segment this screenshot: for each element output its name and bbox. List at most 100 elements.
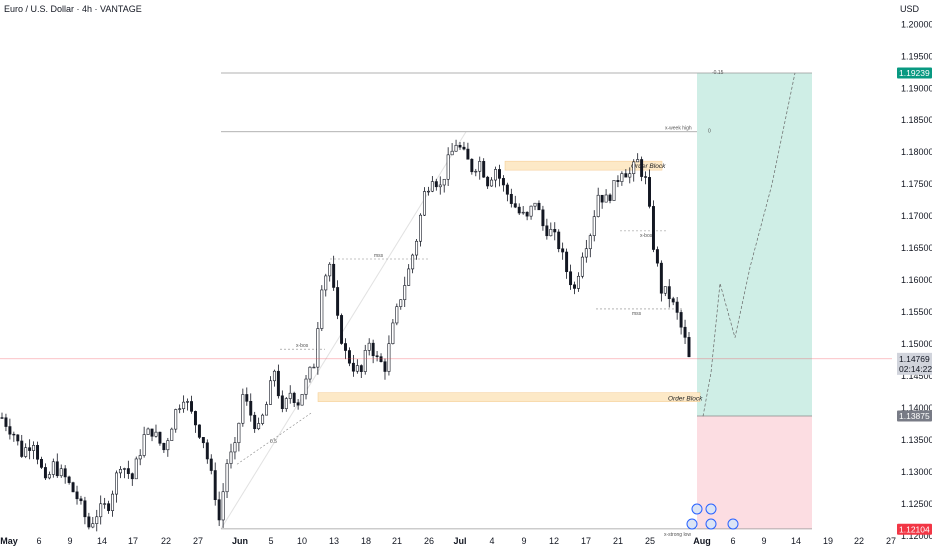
price-tick: 1.12500: [901, 499, 932, 509]
candle-body: [12, 433, 16, 436]
candle: [549, 222, 553, 237]
candle: [501, 175, 505, 192]
candle-body: [415, 240, 419, 256]
candle-body: [276, 370, 280, 397]
time-tick: 4: [489, 536, 494, 546]
candle-body: [505, 184, 509, 195]
candle-body: [32, 445, 36, 451]
order-block-upper-label: Order Block: [631, 163, 666, 170]
candle-body: [284, 398, 288, 409]
candle-body: [671, 298, 675, 303]
strong-low-label: x-strong low: [664, 532, 691, 538]
candle: [245, 387, 249, 406]
candle: [99, 495, 103, 525]
candle: [115, 470, 118, 503]
candle: [478, 156, 482, 180]
candle-body: [446, 154, 450, 180]
candle: [288, 385, 292, 404]
candle: [434, 178, 438, 191]
candle: [565, 248, 569, 279]
candle: [363, 344, 367, 375]
candle-body: [316, 328, 320, 368]
candle-body: [308, 366, 312, 380]
event-icon[interactable]: [705, 503, 717, 515]
candle-body: [55, 461, 59, 477]
candle: [150, 428, 154, 442]
candle: [312, 363, 316, 369]
candle-body: [138, 455, 142, 460]
price-tick: 1.14000: [901, 403, 932, 413]
candle-body: [332, 263, 336, 288]
event-icon[interactable]: [727, 518, 739, 530]
target-zone: [697, 72, 812, 417]
candle-body: [407, 268, 411, 286]
event-icon[interactable]: [705, 518, 717, 530]
candle: [347, 347, 351, 367]
candle: [454, 139, 458, 152]
candle: [300, 394, 304, 406]
price-tick: 1.13500: [901, 435, 932, 445]
candle-body: [624, 173, 628, 178]
candle-body: [537, 202, 541, 211]
candle: [482, 158, 486, 178]
candle: [407, 264, 411, 286]
price-tick: 1.12000: [901, 531, 932, 541]
candle-body: [640, 159, 644, 177]
candle-body: [442, 178, 446, 186]
candle: [446, 147, 450, 187]
candle: [474, 168, 478, 177]
candle-body: [103, 503, 107, 505]
time-tick: 27: [886, 536, 896, 546]
time-tick: 14: [97, 536, 107, 546]
candle: [533, 202, 537, 211]
candle-body: [225, 463, 229, 493]
target-price-badge-bg: [897, 67, 932, 79]
candle-body: [178, 408, 182, 410]
time-tick: 22: [161, 536, 171, 546]
candle: [391, 319, 395, 345]
order-block-upper: [504, 160, 663, 171]
candle-body: [209, 458, 213, 471]
candle-body: [221, 491, 225, 521]
candle: [679, 309, 683, 335]
candle-body: [391, 322, 395, 344]
price-tick: 1.17000: [901, 211, 932, 221]
candle-body: [328, 263, 332, 277]
candle-body: [644, 176, 648, 178]
candle: [517, 203, 521, 216]
candle-body: [576, 275, 580, 289]
candle-body: [166, 440, 170, 451]
candle: [379, 353, 383, 363]
time-tick: 27: [193, 536, 203, 546]
candle-body: [111, 493, 115, 511]
candle-body: [422, 191, 426, 216]
price-tick: 1.14500: [901, 371, 932, 381]
candle: [36, 441, 40, 465]
candle-body: [679, 312, 683, 328]
candle: [525, 211, 529, 221]
price-tick: 1.16500: [901, 243, 932, 253]
candle: [383, 358, 387, 380]
candle-body: [28, 447, 32, 451]
event-icon[interactable]: [691, 503, 703, 515]
candle-body: [541, 209, 545, 227]
time-tick: 9: [521, 536, 526, 546]
candle-body: [36, 445, 40, 460]
candle-body: [324, 275, 328, 291]
candle: [612, 180, 616, 201]
candle: [422, 187, 426, 217]
order-block-lower: [317, 392, 701, 402]
candle: [596, 187, 600, 218]
candle-body: [383, 361, 387, 372]
candle-body: [67, 476, 71, 483]
candle-body: [454, 144, 458, 152]
event-icon[interactable]: [686, 518, 698, 530]
candle: [308, 366, 312, 383]
candle: [648, 169, 651, 209]
candle-body: [99, 503, 103, 518]
candle: [584, 239, 588, 263]
candle-body: [292, 392, 296, 403]
candle-body: [312, 366, 316, 369]
candle: [284, 396, 288, 412]
